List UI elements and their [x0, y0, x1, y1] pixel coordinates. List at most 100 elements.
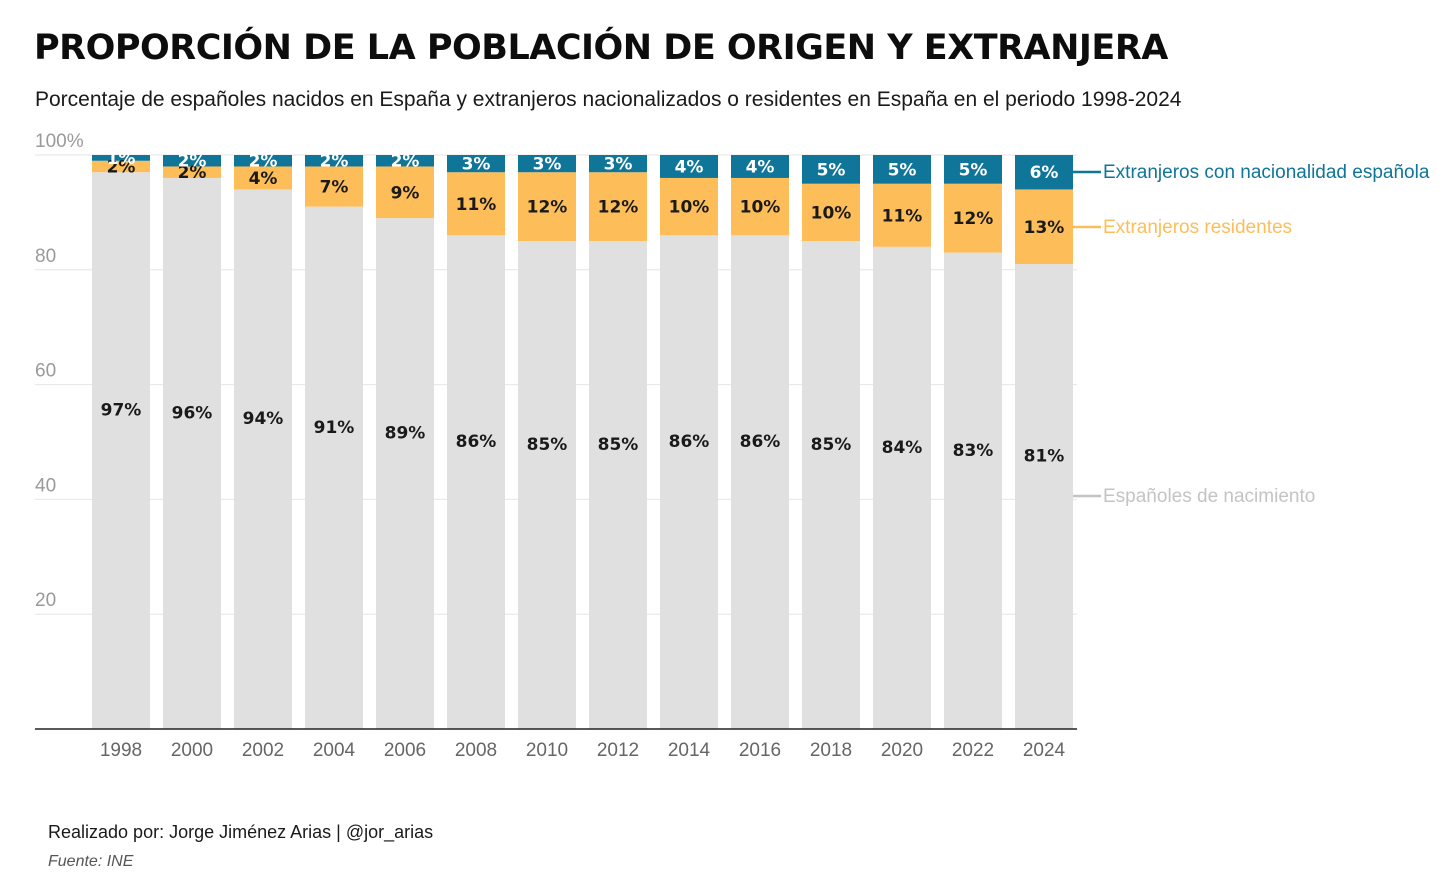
bar-value-label: 86%: [456, 432, 497, 452]
credit-line: Realizado por: Jorge Jiménez Arias | @jo…: [48, 822, 434, 842]
bar-segment: [163, 155, 221, 167]
bar-segment: [376, 166, 434, 219]
bar-segment: [234, 189, 292, 729]
bar-segment: [660, 177, 718, 236]
bar-value-labels: 97%2%1%96%2%2%94%4%2%91%7%2%89%9%2%86%11…: [101, 149, 1065, 467]
bar-segment: [447, 235, 505, 730]
bar-segment: [518, 155, 576, 173]
bar-segment: [376, 218, 434, 729]
legend: Españoles de nacimiento Extranjeros resid…: [1073, 162, 1430, 507]
bar-segment: [305, 166, 363, 207]
bar-segment: [944, 252, 1002, 729]
y-tick-label: 40: [35, 475, 56, 496]
bar-segment: [873, 155, 931, 184]
x-tick-label: 2000: [171, 740, 213, 761]
bar-segment: [589, 172, 647, 242]
bar-segment: [305, 206, 363, 729]
bar-segment: [873, 183, 931, 247]
bar-value-label: 96%: [172, 403, 213, 423]
bar-segment: [92, 155, 150, 161]
bar-value-label: 12%: [598, 198, 639, 218]
bar-value-label: 5%: [817, 160, 846, 180]
bar-value-label: 1%: [107, 149, 136, 169]
legend-label: Españoles de nacimiento: [1103, 486, 1315, 507]
bar-segment: [163, 177, 221, 729]
bar-segment: [305, 155, 363, 167]
bar-value-label: 2%: [107, 157, 136, 177]
bar-value-label: 4%: [675, 157, 704, 177]
bar-value-label: 5%: [959, 160, 988, 180]
legend-label: Extranjeros con nacionalidad española: [1103, 162, 1430, 183]
y-tick-label: 20: [35, 590, 56, 611]
bar-segment: [518, 172, 576, 242]
bar-value-label: 10%: [669, 198, 710, 218]
y-tick-label: 80: [35, 246, 56, 267]
x-tick-label: 2018: [810, 740, 852, 761]
bar-segment: [1015, 264, 1073, 729]
bar-segment: [802, 241, 860, 729]
bar-value-label: 10%: [811, 203, 852, 223]
bar-segment: [92, 160, 150, 173]
bar-value-label: 3%: [604, 155, 633, 175]
bar-segment: [944, 155, 1002, 184]
bar-value-label: 81%: [1024, 447, 1065, 467]
bar-value-label: 2%: [178, 163, 207, 183]
source-line: Fuente: INE: [48, 853, 134, 870]
bar-value-label: 12%: [953, 209, 994, 229]
bar-value-label: 84%: [882, 438, 923, 458]
bar-value-label: 86%: [740, 432, 781, 452]
x-tick-label: 1998: [100, 740, 142, 761]
bar-value-label: 85%: [811, 435, 852, 455]
x-tick-label: 2008: [455, 740, 497, 761]
x-axis-ticks: 1998 2000 2002 2004 2006 2008 2010 2012 2014 2016…: [100, 740, 1066, 761]
bar-value-label: 10%: [740, 198, 781, 218]
bar-segment: [731, 235, 789, 730]
bar-value-label: 2%: [249, 152, 278, 172]
bar-value-label: 6%: [1030, 163, 1059, 183]
bar-segment: [234, 166, 292, 190]
bar-value-label: 85%: [598, 435, 639, 455]
x-tick-label: 2022: [952, 740, 994, 761]
bar-segment: [660, 235, 718, 730]
bar-segment: [731, 177, 789, 236]
bar-segment: [1015, 189, 1073, 265]
x-tick-label: 2010: [526, 740, 568, 761]
bar-value-label: 97%: [101, 401, 142, 421]
x-tick-label: 2016: [739, 740, 781, 761]
bar-value-label: 2%: [391, 152, 420, 172]
x-tick-label: 2020: [881, 740, 923, 761]
bar-segment: [589, 155, 647, 173]
bar-value-label: 11%: [456, 195, 497, 215]
y-tick-label: 60: [35, 361, 56, 382]
bar-value-label: 2%: [320, 152, 349, 172]
bar-segment: [234, 155, 292, 167]
chart-title: PROPORCIÓN DE LA POBLACIÓN DE ORIGEN Y E…: [34, 28, 1168, 68]
bar-value-label: 3%: [533, 155, 562, 175]
bar-segment: [802, 183, 860, 242]
bar-segment: [1015, 155, 1073, 190]
bar-value-label: 85%: [527, 435, 568, 455]
x-tick-label: 2014: [668, 740, 711, 761]
bar-value-label: 7%: [320, 178, 349, 198]
bar-value-label: 4%: [249, 169, 278, 189]
bar-segment: [731, 155, 789, 178]
bar-value-label: 5%: [888, 160, 917, 180]
bar-value-label: 11%: [882, 206, 923, 226]
y-axis-ticks: 20 40 60 80 100%: [35, 131, 84, 611]
bars: [92, 155, 1073, 730]
x-tick-label: 2006: [384, 740, 426, 761]
bar-value-label: 12%: [527, 198, 568, 218]
bar-segment: [873, 246, 931, 729]
legend-label: Extranjeros residentes: [1103, 217, 1292, 238]
bar-segment: [802, 155, 860, 184]
bar-value-label: 91%: [314, 418, 355, 438]
bar-value-label: 4%: [746, 157, 775, 177]
bar-segment: [447, 155, 505, 173]
y-tick-label: 100%: [35, 131, 84, 152]
x-tick-label: 2004: [313, 740, 356, 761]
bar-segment: [163, 166, 221, 178]
x-tick-label: 2012: [597, 740, 639, 761]
chart-subtitle: Porcentaje de españoles nacidos en Españ…: [35, 88, 1182, 111]
bar-value-label: 89%: [385, 424, 426, 444]
